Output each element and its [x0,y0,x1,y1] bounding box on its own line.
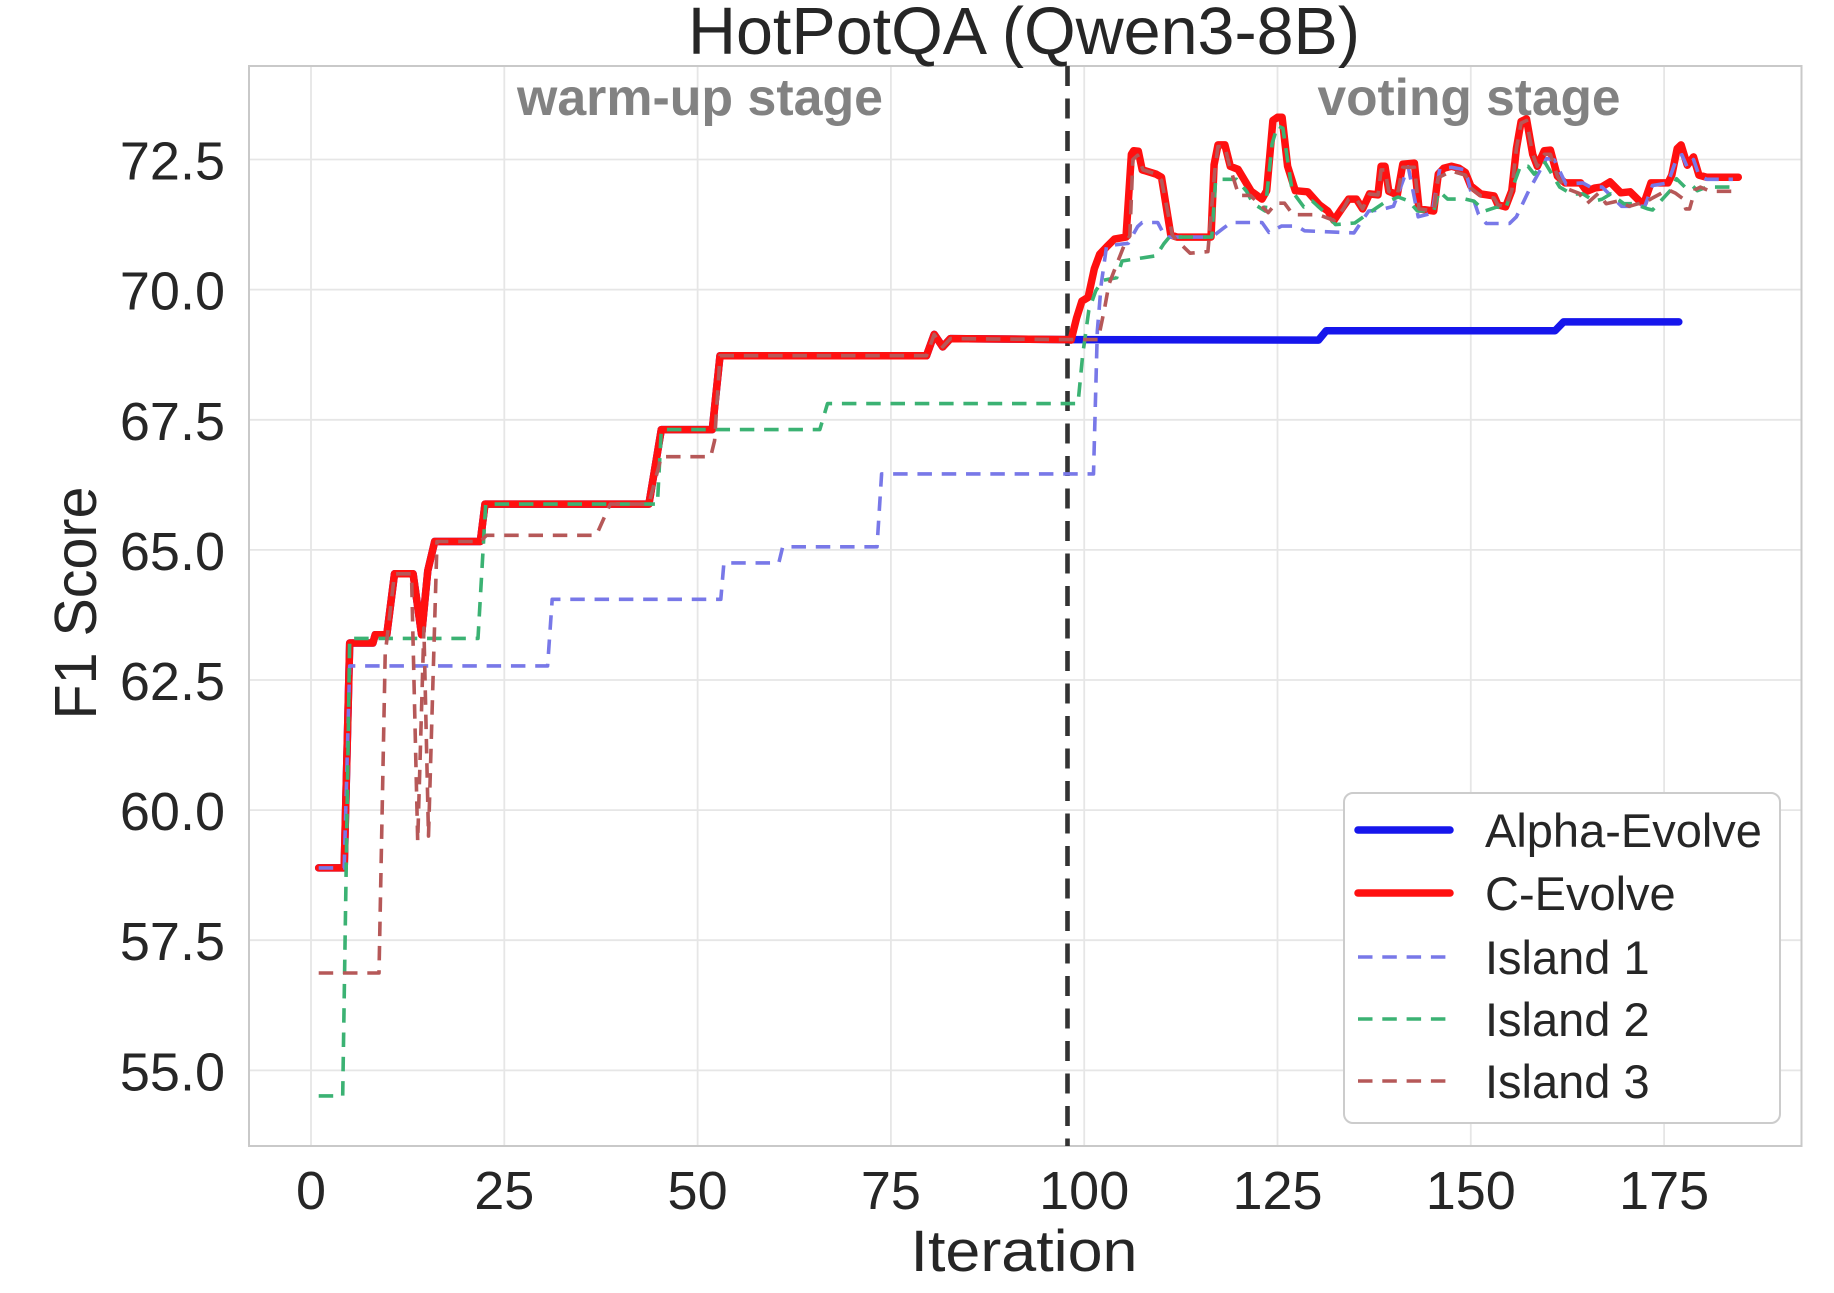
svg-text:Alpha-Evolve: Alpha-Evolve [1485,804,1762,857]
svg-text:65.0: 65.0 [120,522,225,582]
svg-text:50: 50 [668,1161,728,1221]
svg-text:70.0: 70.0 [120,262,225,322]
svg-text:55.0: 55.0 [120,1042,225,1102]
svg-text:100: 100 [1039,1161,1129,1221]
svg-text:72.5: 72.5 [120,132,225,192]
svg-text:Iteration: Iteration [911,1219,1138,1284]
svg-text:warm-up stage: warm-up stage [516,69,883,127]
svg-text:125: 125 [1232,1161,1322,1221]
svg-text:Island 2: Island 2 [1485,993,1650,1046]
svg-text:C-Evolve: C-Evolve [1485,867,1676,920]
svg-text:67.5: 67.5 [120,392,225,452]
svg-text:62.5: 62.5 [120,652,225,712]
svg-text:Island 1: Island 1 [1485,931,1650,984]
svg-text:voting stage: voting stage [1318,69,1621,127]
svg-text:150: 150 [1426,1161,1516,1221]
svg-text:60.0: 60.0 [120,782,225,842]
svg-text:25: 25 [474,1161,534,1221]
svg-text:175: 175 [1619,1161,1709,1221]
svg-text:HotPotQA (Qwen3-8B): HotPotQA (Qwen3-8B) [688,0,1360,69]
svg-text:57.5: 57.5 [120,912,225,972]
svg-text:0: 0 [296,1161,326,1221]
svg-text:Island 3: Island 3 [1485,1055,1650,1108]
svg-text:75: 75 [861,1161,921,1221]
svg-text:F1 Score: F1 Score [43,487,109,720]
